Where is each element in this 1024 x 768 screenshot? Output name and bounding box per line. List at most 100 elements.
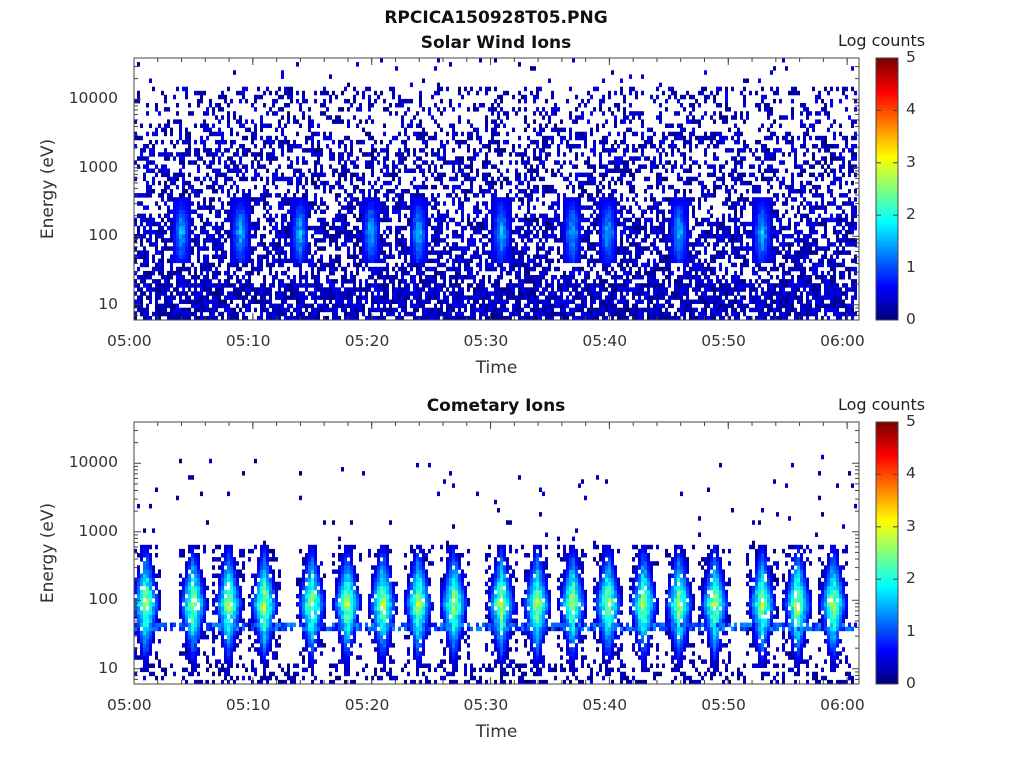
- heatmap-cell: [143, 262, 146, 268]
- heatmap-cell: [287, 144, 290, 149]
- heatmap-cell: [389, 217, 392, 223]
- heatmap-cell: [614, 119, 617, 124]
- heatmap-cell: [371, 283, 374, 288]
- heatmap-cell: [356, 238, 359, 243]
- heatmap-cell: [557, 168, 560, 173]
- heatmap-cell: [173, 307, 176, 313]
- heatmap-cell: [482, 246, 485, 251]
- heatmap-cell: [347, 315, 350, 321]
- heatmap-cell: [503, 242, 506, 247]
- heatmap-cell: [602, 94, 605, 100]
- heatmap-cell: [173, 238, 176, 243]
- heatmap-cell: [425, 234, 428, 239]
- heatmap-cell: [293, 172, 296, 178]
- heatmap-cell: [335, 254, 338, 259]
- heatmap-cell: [560, 311, 563, 317]
- heatmap-cell: [230, 156, 233, 161]
- heatmap-cell: [410, 193, 413, 198]
- heatmap-cell: [155, 250, 158, 255]
- heatmap-cell: [503, 299, 506, 304]
- heatmap-cell: [611, 70, 614, 75]
- heatmap-cell: [287, 234, 290, 239]
- heatmap-cell: [287, 156, 290, 161]
- heatmap-cell: [314, 184, 317, 190]
- heatmap-cell: [590, 246, 593, 251]
- heatmap-cell: [176, 172, 179, 178]
- heatmap-cell: [185, 225, 188, 231]
- heatmap-cell: [146, 193, 149, 198]
- heatmap-cell: [551, 217, 554, 223]
- heatmap-cell: [473, 152, 476, 157]
- heatmap-cell: [311, 201, 314, 206]
- heatmap-cell: [467, 246, 470, 251]
- heatmap-cell: [560, 234, 563, 239]
- heatmap-cell: [578, 270, 581, 276]
- heatmap-cell: [230, 307, 233, 313]
- heatmap-cell: [524, 94, 527, 100]
- heatmap-cell: [386, 172, 389, 178]
- heatmap-cell: [569, 283, 572, 288]
- heatmap-cell: [380, 295, 383, 300]
- heatmap-cell: [614, 197, 617, 202]
- heatmap-cell: [545, 238, 548, 243]
- heatmap-cell: [497, 254, 500, 259]
- heatmap-cell: [161, 291, 164, 296]
- heatmap-cell: [407, 205, 410, 210]
- heatmap-cell: [218, 131, 221, 137]
- heatmap-cell: [458, 275, 461, 280]
- heatmap-cell: [602, 164, 605, 169]
- heatmap-cell: [524, 291, 527, 296]
- heatmap-cell: [518, 250, 521, 255]
- heatmap-cell: [620, 78, 623, 83]
- heatmap-cell: [620, 262, 623, 268]
- heatmap-cell: [383, 250, 386, 255]
- heatmap-cell: [356, 225, 359, 231]
- heatmap-cell: [413, 234, 416, 239]
- heatmap-cell: [578, 209, 581, 214]
- heatmap-cell: [218, 283, 221, 288]
- heatmap-cell: [347, 205, 350, 210]
- heatmap-cell: [251, 287, 254, 292]
- heatmap-cell: [176, 111, 179, 116]
- heatmap-cell: [386, 234, 389, 239]
- heatmap-cell: [371, 184, 374, 190]
- heatmap-cell: [293, 283, 296, 288]
- heatmap-cell: [485, 315, 488, 321]
- heatmap-cell: [134, 98, 137, 104]
- heatmap-cell: [140, 135, 143, 141]
- heatmap-cell: [506, 234, 509, 239]
- heatmap-cell: [506, 201, 509, 206]
- heatmap-cell: [461, 180, 464, 186]
- heatmap-cell: [359, 201, 362, 206]
- heatmap-cell: [308, 250, 311, 255]
- heatmap-cell: [575, 135, 578, 141]
- heatmap-cell: [542, 275, 545, 280]
- heatmap-cell: [566, 217, 569, 223]
- heatmap-cell: [431, 193, 434, 198]
- heatmap-cell: [299, 217, 302, 223]
- heatmap-cell: [155, 131, 158, 137]
- heatmap-cell: [323, 246, 326, 251]
- heatmap-cell: [443, 315, 446, 321]
- heatmap-cell: [290, 180, 293, 186]
- heatmap-cell: [191, 275, 194, 280]
- heatmap-cell: [386, 275, 389, 280]
- heatmap-cell: [305, 189, 308, 194]
- heatmap-cell: [521, 279, 524, 284]
- heatmap-cell: [452, 164, 455, 169]
- heatmap-cell: [191, 311, 194, 317]
- heatmap-cell: [617, 250, 620, 255]
- heatmap-cell: [527, 201, 530, 206]
- heatmap-cell: [185, 86, 188, 92]
- heatmap-cell: [422, 197, 425, 202]
- heatmap-cell: [248, 201, 251, 206]
- heatmap-cell: [383, 209, 386, 214]
- heatmap-cell: [227, 283, 230, 288]
- heatmap-cell: [572, 58, 575, 63]
- heatmap-cell: [581, 238, 584, 243]
- heatmap-cell: [545, 254, 548, 259]
- heatmap-cell: [278, 307, 281, 313]
- heatmap-cell: [518, 307, 521, 313]
- heatmap-cell: [242, 209, 245, 214]
- heatmap-cell: [620, 86, 623, 92]
